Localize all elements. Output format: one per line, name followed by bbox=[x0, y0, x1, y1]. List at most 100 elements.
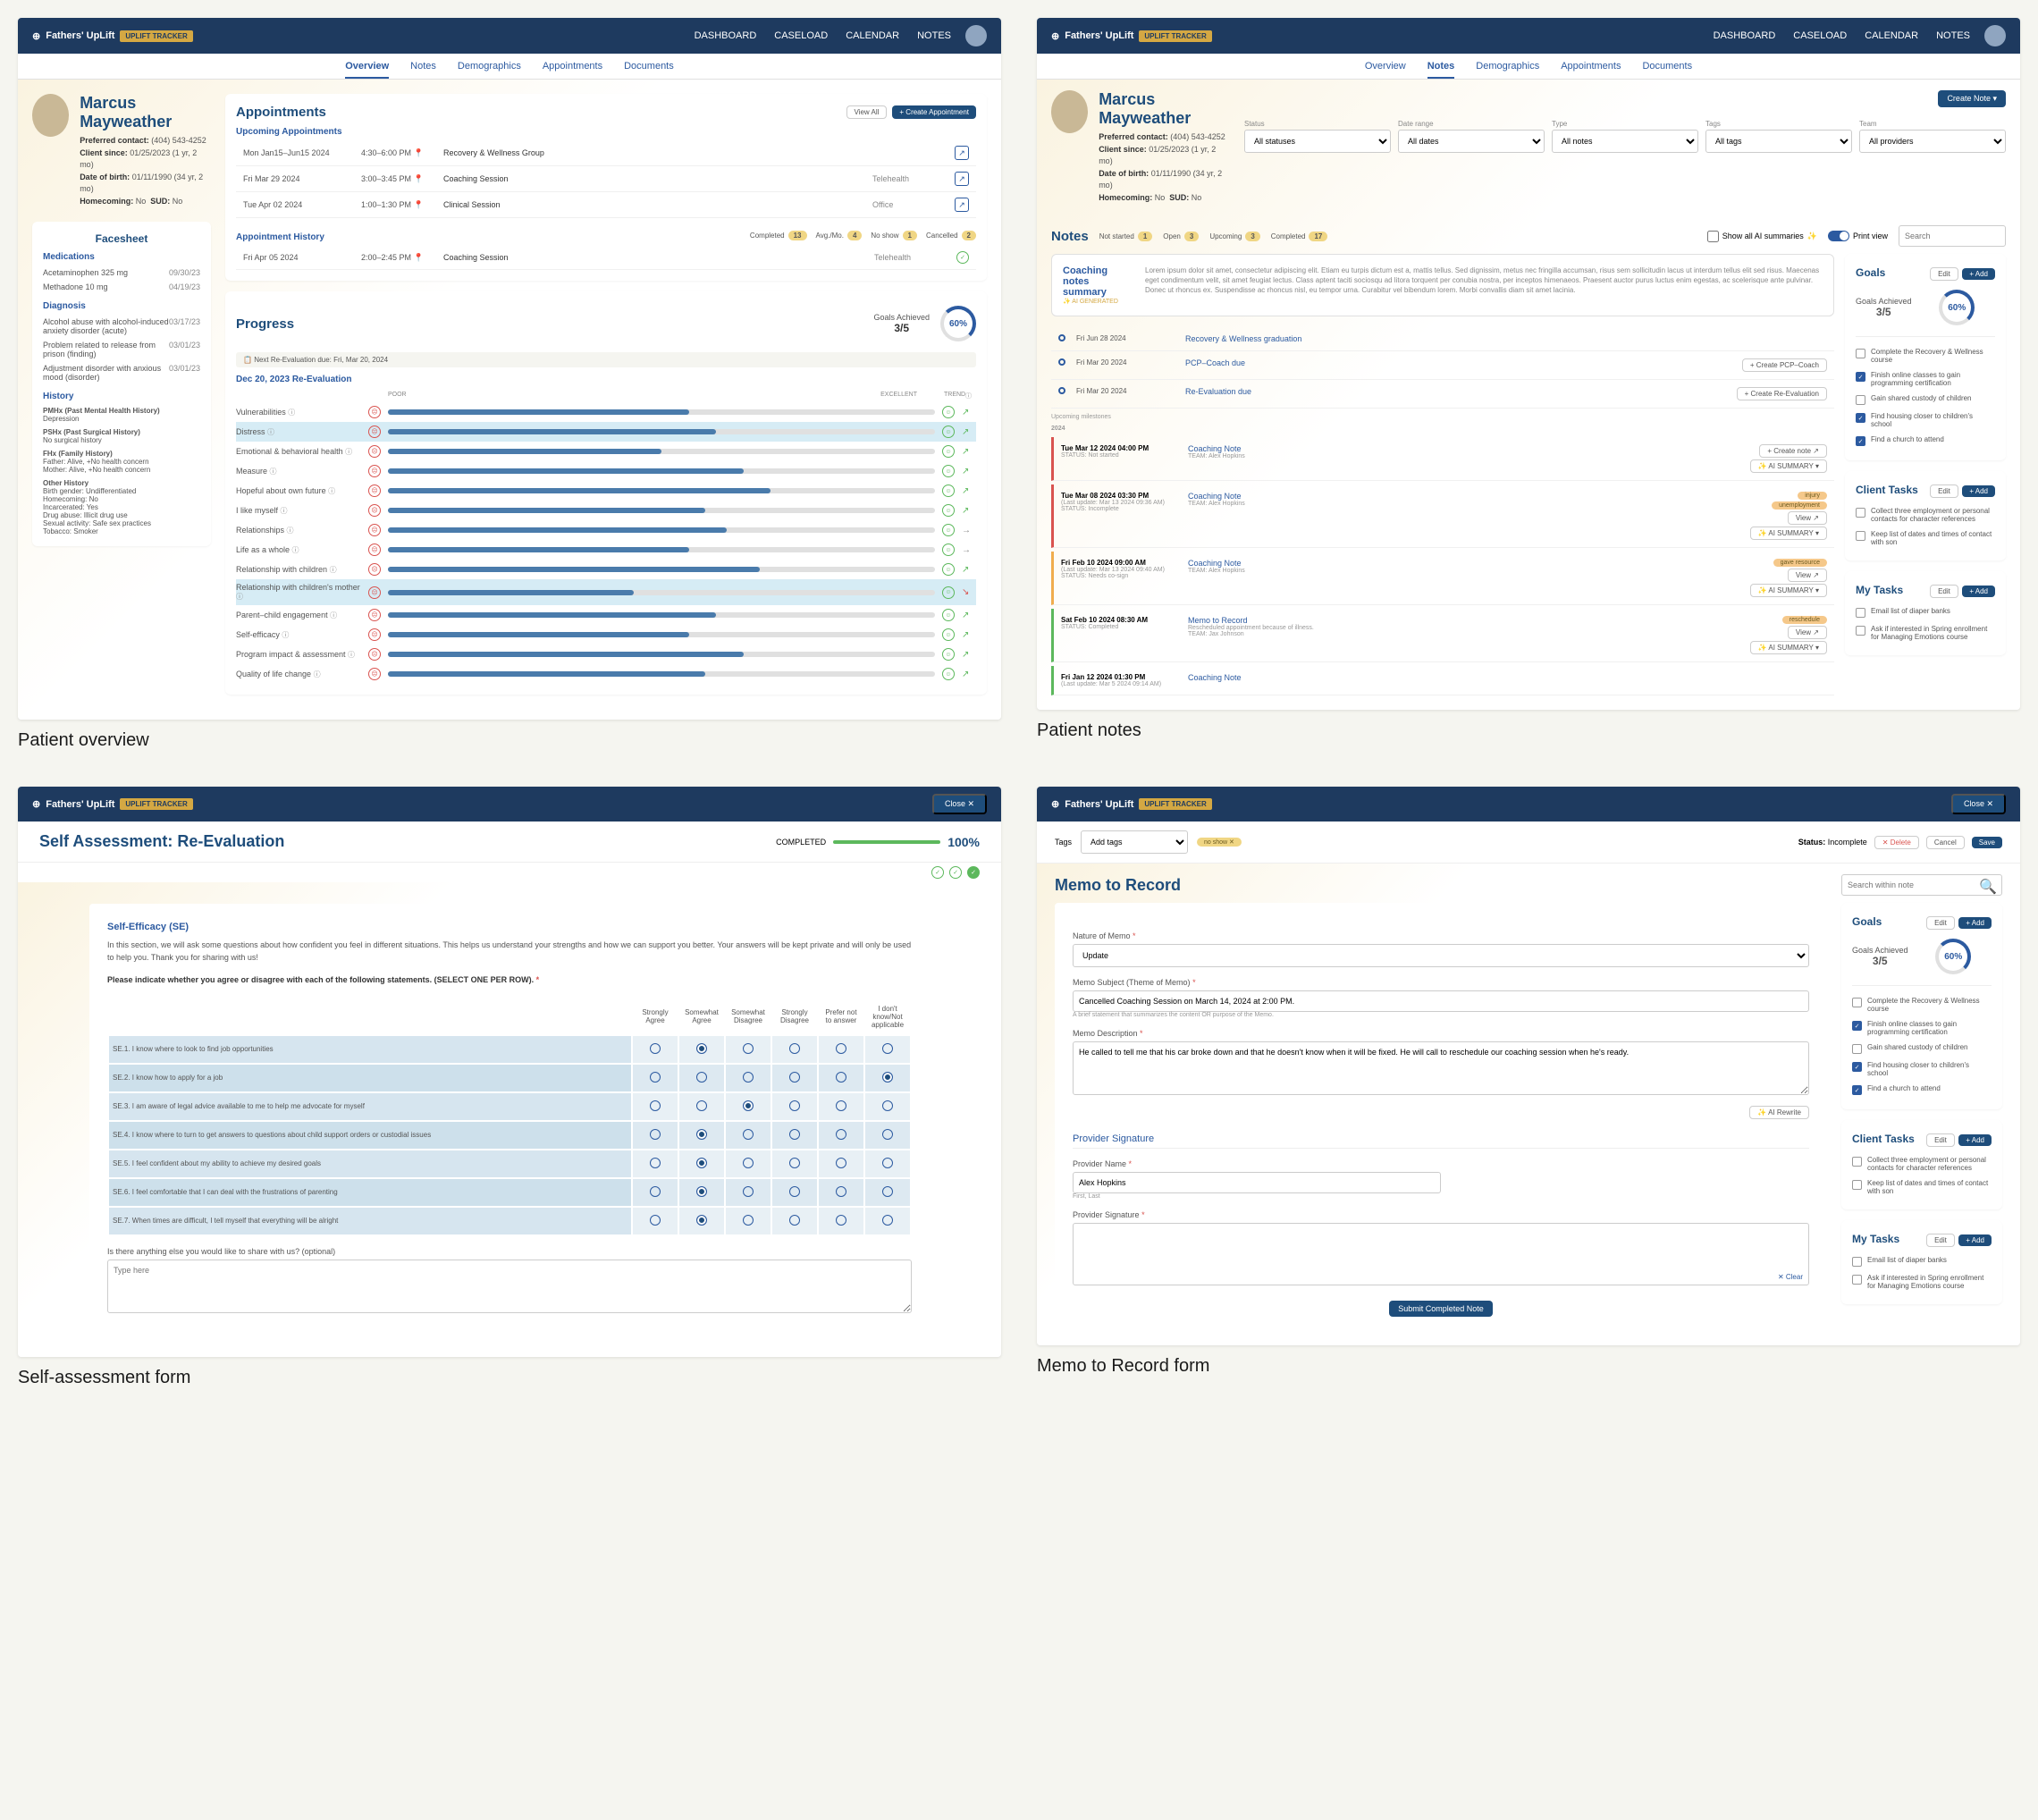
date-filter[interactable]: All dates bbox=[1398, 130, 1545, 153]
appointment-row[interactable]: Fri Mar 29 20243:00–3:45 PM 📍Coaching Se… bbox=[236, 166, 976, 192]
tags-filter[interactable]: All tags bbox=[1705, 130, 1852, 153]
radio-option[interactable] bbox=[696, 1129, 707, 1140]
radio-option[interactable] bbox=[650, 1100, 661, 1111]
open-icon[interactable]: ↗ bbox=[955, 198, 969, 212]
radio-option[interactable] bbox=[696, 1043, 707, 1054]
radio-option[interactable] bbox=[836, 1186, 846, 1197]
desc-textarea[interactable] bbox=[1073, 1041, 1809, 1095]
radio-option[interactable] bbox=[789, 1043, 800, 1054]
team-filter[interactable]: All providers bbox=[1859, 130, 2006, 153]
radio-option[interactable] bbox=[836, 1129, 846, 1140]
add-goal-button[interactable]: + Add bbox=[1962, 268, 1995, 280]
nav-notes[interactable]: NOTES bbox=[917, 30, 951, 41]
appointment-row[interactable]: Tue Apr 02 20241:00–1:30 PM 📍Clinical Se… bbox=[236, 192, 976, 218]
tab-documents[interactable]: Documents bbox=[624, 61, 674, 72]
radio-option[interactable] bbox=[650, 1129, 661, 1140]
radio-option[interactable] bbox=[882, 1100, 893, 1111]
radio-option[interactable] bbox=[696, 1100, 707, 1111]
noshow-tag[interactable]: no show ✕ bbox=[1197, 838, 1242, 847]
radio-option[interactable] bbox=[836, 1100, 846, 1111]
search-note-input[interactable] bbox=[1841, 874, 2002, 896]
goal-item[interactable]: Complete the Recovery & Wellness course bbox=[1856, 344, 1995, 367]
tab-overview[interactable]: Overview bbox=[345, 61, 389, 79]
radio-option[interactable] bbox=[696, 1072, 707, 1083]
goal-item[interactable]: Gain shared custody of children bbox=[1856, 391, 1995, 409]
delete-button[interactable]: ✕ Delete bbox=[1874, 836, 1919, 849]
note-entry[interactable]: Tue Mar 08 2024 03:30 PM(Last update: Ma… bbox=[1051, 484, 1834, 548]
open-icon[interactable]: ↗ bbox=[955, 172, 969, 186]
create-note-button[interactable]: Create Note ▾ bbox=[1938, 90, 2006, 107]
tab-appointments[interactable]: Appointments bbox=[543, 61, 602, 72]
edit-goals-button[interactable]: Edit bbox=[1930, 267, 1958, 281]
radio-option[interactable] bbox=[743, 1215, 754, 1226]
save-button[interactable]: Save bbox=[1972, 837, 2002, 848]
radio-option[interactable] bbox=[743, 1043, 754, 1054]
radio-option[interactable] bbox=[789, 1129, 800, 1140]
search-input[interactable] bbox=[1899, 225, 2006, 247]
tags-select[interactable]: Add tags bbox=[1081, 830, 1188, 854]
radio-option[interactable] bbox=[882, 1072, 893, 1083]
type-filter[interactable]: All notes bbox=[1552, 130, 1698, 153]
create-appointment-button[interactable]: + Create Appointment bbox=[892, 105, 976, 119]
nav-dashboard[interactable]: DASHBOARD bbox=[695, 30, 757, 41]
radio-option[interactable] bbox=[882, 1129, 893, 1140]
view-all-button[interactable]: View All bbox=[846, 105, 888, 119]
note-entry[interactable]: Tue Mar 12 2024 04:00 PMSTATUS: Not star… bbox=[1051, 437, 1834, 481]
goal-item[interactable]: Ask if interested in Spring enrollment f… bbox=[1856, 621, 1995, 645]
goal-item[interactable]: Gain shared custody of children bbox=[1852, 1040, 1992, 1057]
cancel-button[interactable]: Cancel bbox=[1926, 836, 1965, 849]
goal-item[interactable]: ✓Find a church to attend bbox=[1852, 1081, 1992, 1099]
nature-select[interactable]: Update bbox=[1073, 944, 1809, 967]
radio-option[interactable] bbox=[696, 1215, 707, 1226]
status-filter[interactable]: All statuses bbox=[1244, 130, 1391, 153]
appointment-row[interactable]: Fri Apr 05 20242:00–2:45 PM 📍Coaching Se… bbox=[236, 246, 976, 270]
provider-name-input[interactable] bbox=[1073, 1172, 1441, 1193]
radio-option[interactable] bbox=[836, 1072, 846, 1083]
goal-item[interactable]: Email list of diaper banks bbox=[1852, 1252, 1992, 1270]
subject-input[interactable] bbox=[1073, 990, 1809, 1012]
radio-option[interactable] bbox=[696, 1186, 707, 1197]
goal-item[interactable]: Collect three employment or personal con… bbox=[1852, 1152, 1992, 1175]
radio-option[interactable] bbox=[743, 1129, 754, 1140]
note-entry[interactable]: Fri Feb 10 2024 09:00 AM(Last update: Ma… bbox=[1051, 552, 1834, 605]
close-button[interactable]: Close ✕ bbox=[1951, 794, 2006, 814]
goal-item[interactable]: ✓Find housing closer to children's schoo… bbox=[1856, 409, 1995, 432]
radio-option[interactable] bbox=[789, 1158, 800, 1168]
radio-option[interactable] bbox=[836, 1158, 846, 1168]
ai-rewrite-button[interactable]: ✨ AI Rewrite bbox=[1749, 1106, 1809, 1119]
radio-option[interactable] bbox=[789, 1072, 800, 1083]
radio-option[interactable] bbox=[789, 1186, 800, 1197]
goal-item[interactable]: Keep list of dates and times of contact … bbox=[1856, 527, 1995, 550]
optional-textarea[interactable] bbox=[107, 1260, 912, 1313]
goal-item[interactable]: ✓Find a church to attend bbox=[1856, 432, 1995, 450]
show-summaries-toggle[interactable] bbox=[1707, 231, 1719, 242]
radio-option[interactable] bbox=[882, 1215, 893, 1226]
open-icon[interactable]: ↗ bbox=[955, 146, 969, 160]
radio-option[interactable] bbox=[696, 1158, 707, 1168]
note-entry[interactable]: Fri Jan 12 2024 01:30 PM(Last update: Ma… bbox=[1051, 666, 1834, 695]
close-button[interactable]: Close ✕ bbox=[932, 794, 987, 814]
radio-option[interactable] bbox=[789, 1100, 800, 1111]
goal-item[interactable]: ✓Finish online classes to gain programmi… bbox=[1852, 1016, 1992, 1040]
note-entry[interactable]: Sat Feb 10 2024 08:30 AMSTATUS: Complete… bbox=[1051, 609, 1834, 662]
goal-item[interactable]: ✓Find housing closer to children's schoo… bbox=[1852, 1057, 1992, 1081]
radio-option[interactable] bbox=[882, 1158, 893, 1168]
goal-item[interactable]: Collect three employment or personal con… bbox=[1856, 503, 1995, 527]
radio-option[interactable] bbox=[743, 1072, 754, 1083]
radio-option[interactable] bbox=[650, 1215, 661, 1226]
radio-option[interactable] bbox=[836, 1043, 846, 1054]
radio-option[interactable] bbox=[650, 1186, 661, 1197]
radio-option[interactable] bbox=[789, 1215, 800, 1226]
tab-demographics[interactable]: Demographics bbox=[458, 61, 521, 72]
goal-item[interactable]: Complete the Recovery & Wellness course bbox=[1852, 993, 1992, 1016]
radio-option[interactable] bbox=[650, 1072, 661, 1083]
radio-option[interactable] bbox=[836, 1215, 846, 1226]
create-milestone-button[interactable]: + Create PCP–Coach bbox=[1742, 358, 1827, 372]
signature-pad[interactable]: ✕ Clear bbox=[1073, 1223, 1809, 1285]
radio-option[interactable] bbox=[743, 1100, 754, 1111]
nav-calendar[interactable]: CALENDAR bbox=[846, 30, 899, 41]
radio-option[interactable] bbox=[743, 1158, 754, 1168]
goal-item[interactable]: Ask if interested in Spring enrollment f… bbox=[1852, 1270, 1992, 1293]
create-milestone-button[interactable]: + Create Re-Evaluation bbox=[1737, 387, 1827, 400]
submit-button[interactable]: Submit Completed Note bbox=[1389, 1301, 1493, 1317]
